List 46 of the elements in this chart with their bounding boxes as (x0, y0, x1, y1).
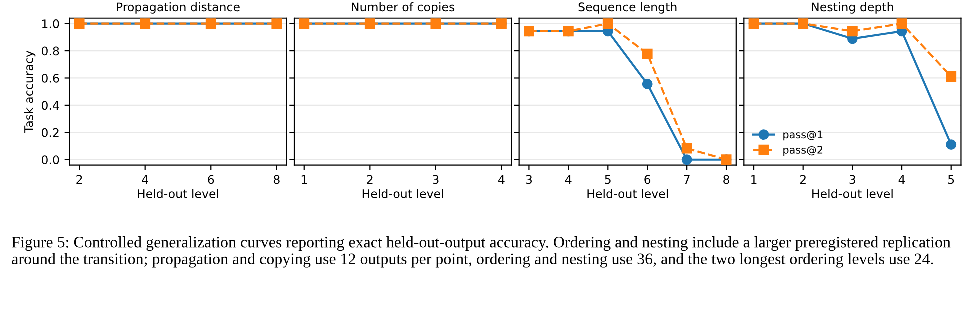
chart-title: Nesting depth (812, 2, 894, 14)
x-tick-label: 1 (752, 175, 757, 184)
point (896, 18, 908, 30)
point (847, 26, 858, 37)
x-tick-label: 6 (644, 175, 651, 184)
x-axis-title: Held-out level (812, 189, 893, 198)
x-tick-label: 2 (367, 175, 373, 184)
point (946, 72, 957, 82)
legend-label: pass@2 (784, 146, 823, 156)
x-axis-title: Held-out level (138, 189, 218, 198)
x-tick-label: 3 (526, 175, 532, 184)
caption: Figure 5: Controlled generalization curves reporting exact held-out-output accuracy. Ordering and nesting include a larger preregistered replication around the transition; propagation and copying use 12 outputs per point, ordering and nesting use 36, and the two longest ordering levels use 24. (12, 236, 951, 268)
y-tick-label: 0.6 (42, 74, 60, 83)
x-tick-label: 6 (208, 175, 214, 184)
x-tick-label: 8 (274, 175, 280, 184)
y-tick-label: 0.8 (42, 46, 60, 56)
x-tick-label: 5 (948, 175, 954, 184)
point (602, 18, 614, 30)
x-tick-label: 2 (76, 175, 82, 184)
x-tick-label: 8 (724, 175, 730, 184)
chart-title: Propagation distance (117, 2, 240, 14)
x-tick-label: 3 (433, 175, 439, 184)
point (682, 143, 692, 154)
y-tick-label: 0.0 (42, 156, 60, 165)
x-tick-label: 1 (302, 175, 308, 184)
x-tick-label: 4 (142, 175, 148, 184)
point (682, 154, 692, 166)
x-tick-label: 4 (898, 175, 906, 184)
x-tick-label: 4 (498, 175, 505, 184)
x-axis-title: Held-out level (588, 189, 668, 198)
x-tick-label: 2 (800, 175, 806, 184)
point (642, 79, 653, 90)
point (642, 48, 653, 60)
x-tick-label: 5 (605, 175, 611, 184)
x-tick-label: 3 (850, 175, 856, 184)
point (946, 140, 957, 150)
chart-title: Number of copies (352, 2, 455, 14)
y-tick-label: 0.4 (42, 101, 60, 110)
x-tick-label: 4 (565, 175, 572, 184)
chart-title: Sequence length (578, 2, 677, 14)
x-axis-title: Held-out level (362, 189, 444, 198)
x-tick-label: 7 (684, 175, 690, 184)
y-tick-label: 1.0 (42, 20, 60, 28)
y-tick-label: 0.2 (42, 128, 59, 138)
y-axis-title: Task accuracy (24, 50, 36, 134)
legend-label: pass@1 (784, 130, 823, 141)
